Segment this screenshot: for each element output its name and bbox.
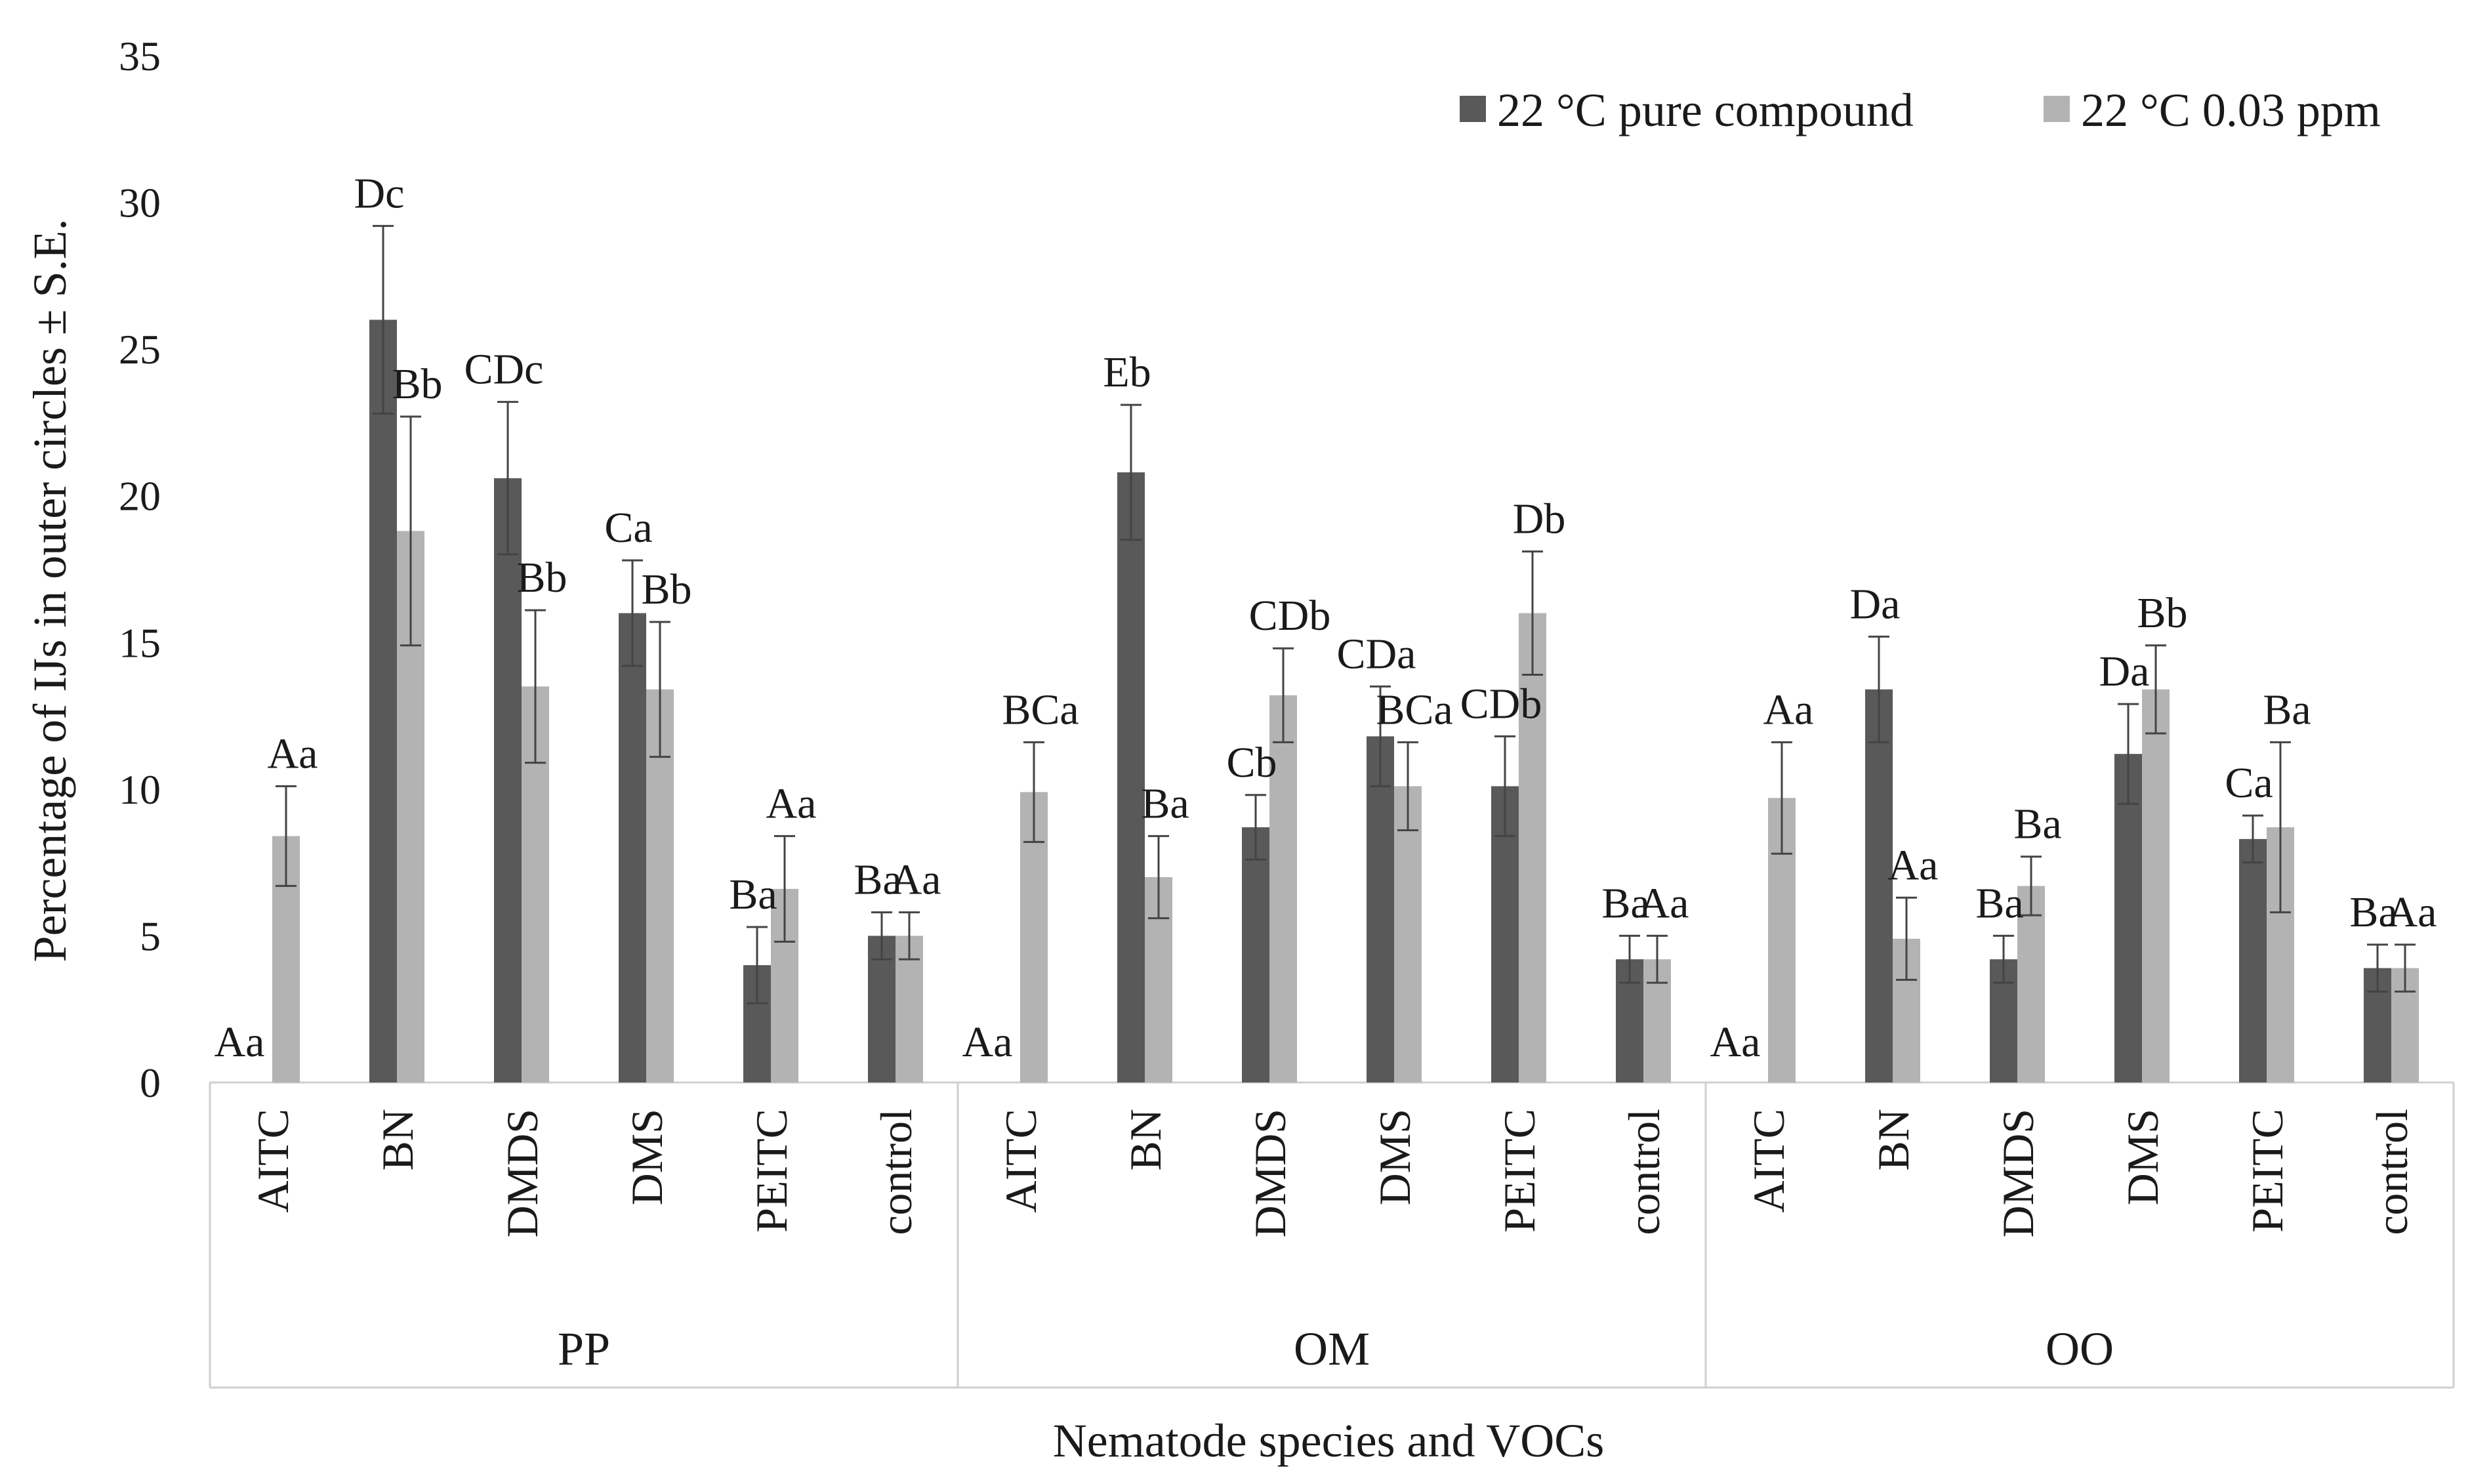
significance-label: Aa — [766, 779, 817, 827]
significance-label: Ba — [729, 871, 777, 918]
bar-pure-compound — [2239, 838, 2267, 1082]
y-tick-label: 35 — [119, 33, 161, 79]
group-label: OM — [1294, 1323, 1370, 1375]
category-label: PEITC — [1494, 1109, 1544, 1233]
bar-0.03ppm — [2142, 689, 2170, 1082]
bar-pure-compound — [369, 319, 397, 1082]
group-label: OO — [2046, 1323, 2114, 1375]
significance-label: Aa — [1763, 686, 1814, 733]
category-label: AITC — [248, 1109, 298, 1213]
legend: 22 °C pure compound 22 °C 0.03 ppm — [1460, 84, 2381, 136]
significance-label: CDb — [1460, 680, 1542, 728]
bar-pure-compound — [1242, 827, 1269, 1082]
significance-label: CDa — [1337, 630, 1416, 678]
bar-0.03ppm — [1269, 695, 1297, 1082]
significance-label: Db — [1513, 495, 1566, 543]
y-tick-label: 15 — [119, 619, 161, 666]
significance-label: Da — [2099, 648, 2150, 695]
significance-label: Ba — [2263, 686, 2311, 733]
significance-label: Aa — [268, 730, 318, 777]
significance-label: Bb — [516, 554, 567, 602]
significance-label: BCa — [1376, 686, 1452, 733]
bar-0.03ppm — [2017, 886, 2045, 1082]
category-label: control — [871, 1109, 921, 1235]
bar-pure-compound — [2114, 754, 2142, 1082]
significance-label: Ba — [1601, 879, 1649, 927]
bar-pure-compound — [1367, 736, 1394, 1082]
bar-pure-compound — [1865, 689, 1893, 1082]
significance-label: Aa — [1888, 841, 1939, 889]
significance-label: CDb — [1249, 592, 1331, 640]
category-label: BN — [1868, 1109, 1918, 1170]
significance-label: Aa — [2387, 888, 2437, 936]
y-tick-label: 20 — [119, 473, 161, 520]
bar-0.03ppm — [1394, 786, 1422, 1082]
category-label: DMS — [1370, 1109, 1420, 1205]
significance-label: Ba — [2013, 800, 2061, 848]
error-bars — [276, 224, 2416, 1004]
significance-label: Cb — [1226, 739, 1277, 787]
bar-pure-compound — [494, 478, 522, 1082]
category-label: DMDS — [1993, 1109, 2043, 1238]
significance-label: Aa — [1710, 1018, 1761, 1066]
significance-label: Ba — [854, 856, 901, 904]
category-label: DMDS — [497, 1109, 547, 1238]
category-label: control — [2367, 1109, 2417, 1235]
significance-label: Da — [1850, 580, 1901, 628]
significance-label: Bb — [2137, 589, 2187, 637]
x-axis-categories: PP AITC BN DMDS DMS PEITC control OM AITC BN DMDS D… — [248, 1109, 2417, 1375]
y-tick-label: 0 — [140, 1060, 161, 1106]
category-label: DMDS — [1245, 1109, 1295, 1238]
category-label: BN — [1121, 1109, 1170, 1170]
category-label: BN — [373, 1109, 422, 1170]
legend-swatch-pure — [1460, 96, 1486, 122]
bar-pure-compound — [619, 613, 646, 1082]
bars — [272, 319, 2419, 1082]
axis-frame — [209, 1081, 2455, 1389]
y-axis-ticks: 0 5 10 15 20 25 30 35 — [119, 33, 161, 1106]
significance-label: BCa — [1002, 686, 1079, 733]
y-tick-label: 10 — [119, 766, 161, 813]
significance-label: CDc — [464, 346, 544, 394]
category-label: DMS — [622, 1109, 672, 1205]
category-label: PEITC — [747, 1109, 796, 1233]
y-axis-title: Percentage of IJs in outer circles ± S.E… — [24, 218, 76, 962]
significance-label: Ca — [2225, 759, 2273, 807]
significance-label: Dc — [354, 169, 405, 217]
significance-label: Aa — [891, 856, 941, 904]
significance-label: Bb — [392, 360, 442, 408]
significance-label: Eb — [1103, 348, 1151, 396]
category-label: AITC — [1744, 1109, 1794, 1213]
significance-label: Aa — [962, 1018, 1013, 1066]
category-label: DMS — [2118, 1109, 2168, 1205]
bar-0.03ppm — [1519, 613, 1546, 1082]
significance-label: Ba — [2349, 888, 2397, 936]
significance-label: Ca — [604, 504, 652, 552]
legend-label-ppm: 22 °C 0.03 ppm — [2081, 84, 2381, 136]
group-label: PP — [558, 1323, 610, 1375]
y-tick-label: 30 — [119, 180, 161, 226]
y-tick-label: 5 — [140, 913, 161, 959]
significance-label: Bb — [641, 566, 691, 613]
significance-label: Ba — [1141, 779, 1189, 827]
significance-label: Aa — [1639, 879, 1689, 927]
bar-pure-compound — [1117, 472, 1145, 1082]
significance-label: Aa — [215, 1018, 265, 1066]
significance-label: Ba — [1975, 879, 2023, 927]
legend-label-pure: 22 °C pure compound — [1497, 84, 1914, 136]
category-label: PEITC — [2242, 1109, 2292, 1233]
y-tick-label: 25 — [119, 326, 161, 373]
category-label: control — [1619, 1109, 1669, 1235]
x-axis-title: Nematode species and VOCs — [1053, 1414, 1604, 1467]
legend-swatch-ppm — [2044, 96, 2070, 122]
category-label: AITC — [996, 1109, 1046, 1213]
